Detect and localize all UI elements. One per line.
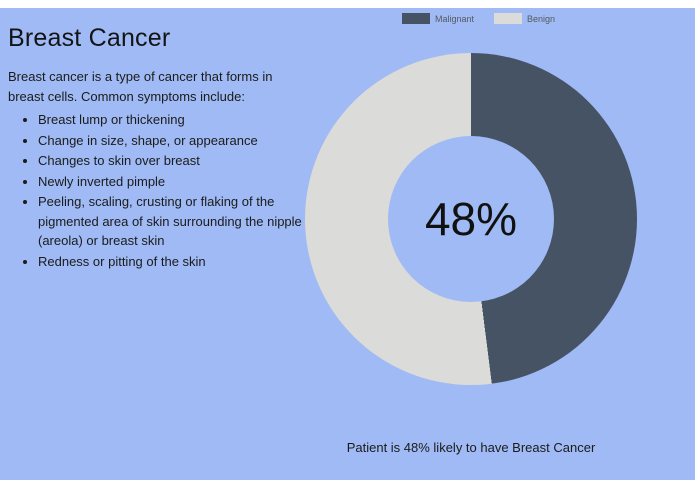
legend-swatch-benign: [494, 13, 523, 24]
legend-item-benign[interactable]: Benign: [494, 13, 555, 24]
legend-swatch-malignant: [402, 13, 430, 24]
donut-chart: 48%: [305, 53, 637, 385]
legend-label-benign: Benign: [527, 13, 556, 24]
donut-center: 48%: [388, 136, 554, 302]
list-item: Newly inverted pimple: [38, 172, 308, 192]
list-item: Redness or pitting of the skin: [38, 252, 308, 272]
page-title: Breast Cancer: [8, 24, 171, 52]
symptom-list: Breast lump or thickening Change in size…: [8, 110, 308, 271]
info-panel: Breast Cancer Breast cancer is a type of…: [8, 24, 308, 272]
center-percentage-label: 48%: [424, 193, 518, 245]
result-caption: Patient is 48% likely to have Breast Can…: [346, 440, 596, 455]
legend-label-malignant: Malignant: [435, 13, 475, 24]
list-item: Change in size, shape, or appearance: [38, 131, 308, 151]
legend-item-malignant[interactable]: Malignant: [402, 13, 474, 24]
list-item: Changes to skin over breast: [38, 151, 308, 171]
intro-text: Breast cancer is a type of cancer that f…: [8, 69, 273, 105]
list-item: Peeling, scaling, crusting or flaking of…: [38, 192, 308, 251]
list-item: Breast lump or thickening: [38, 110, 308, 130]
chart-legend: Malignant Benign: [402, 13, 555, 24]
